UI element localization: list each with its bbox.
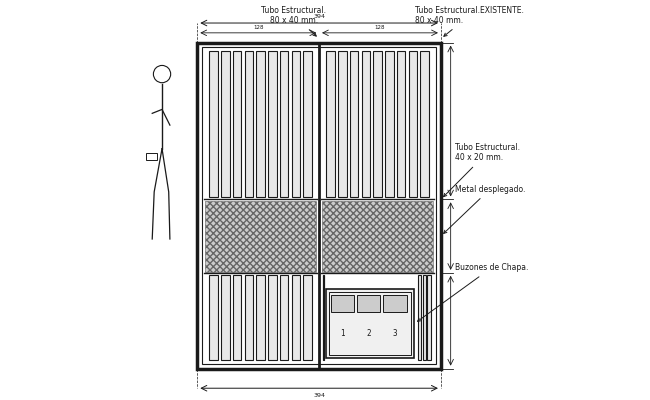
Bar [146,153,157,160]
Text: 1: 1 [340,330,344,338]
Bar [331,295,354,312]
Bar [244,275,253,360]
Bar [397,51,406,198]
Bar [304,51,312,198]
Bar [428,275,431,360]
Text: 2: 2 [367,330,371,338]
Bar [202,47,436,364]
Bar [244,51,253,198]
Bar [209,275,218,360]
Bar [268,51,277,198]
Bar [280,51,289,198]
Bar [421,51,429,198]
Text: Tubo Estructural.
80 x 40 mm.: Tubo Estructural. 80 x 40 mm. [261,6,326,36]
Bar [422,275,426,360]
Bar [350,51,358,198]
Bar [326,51,335,198]
Bar [268,275,277,360]
Bar [373,51,382,198]
Bar [221,51,229,198]
Bar [209,51,218,198]
Bar [205,200,316,272]
Bar [418,275,421,360]
Bar [256,275,265,360]
Bar [338,51,346,198]
Bar [292,275,300,360]
Bar [304,275,312,360]
Bar [322,200,433,272]
Bar [280,275,289,360]
Text: Metal desplegado.: Metal desplegado. [444,185,525,234]
Bar [326,289,415,358]
Text: 128: 128 [375,25,385,30]
Bar [233,275,241,360]
Bar [361,51,370,198]
Bar [385,51,394,198]
Bar [384,295,406,312]
Text: 394: 394 [313,14,325,19]
Bar [330,292,411,355]
Bar [233,51,241,198]
Text: 394: 394 [313,393,325,398]
Bar [409,51,417,198]
Bar [357,295,380,312]
Text: 3: 3 [393,330,397,338]
Text: Tubo Estructural.EXISTENTE.
80 x 40 mm.: Tubo Estructural.EXISTENTE. 80 x 40 mm. [415,6,524,36]
Bar [256,51,265,198]
Text: Tubo Estructural.
40 x 20 mm.: Tubo Estructural. 40 x 20 mm. [443,143,519,197]
Bar [292,51,300,198]
Text: 128: 128 [253,25,263,30]
Bar [221,275,229,360]
Bar [198,43,441,368]
Text: Buzones de Chapa.: Buzones de Chapa. [417,264,528,321]
